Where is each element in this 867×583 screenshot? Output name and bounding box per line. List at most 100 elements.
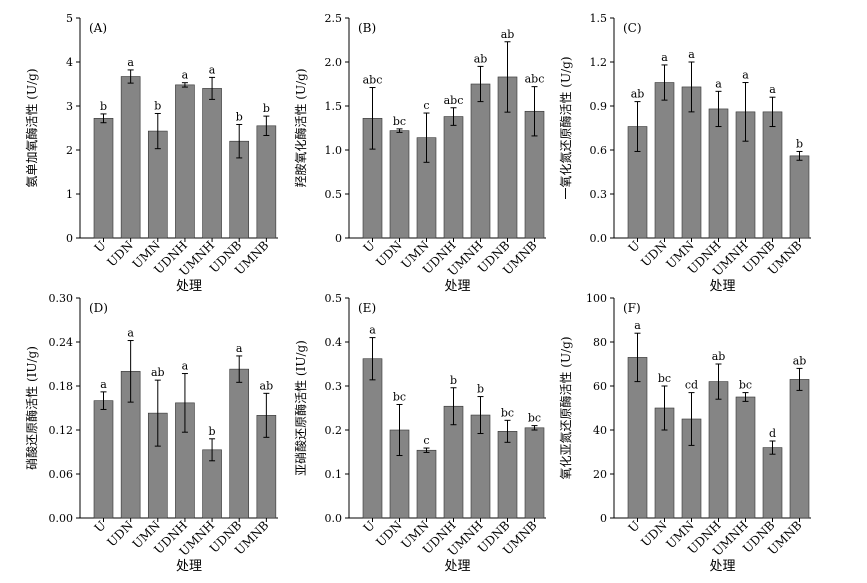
- y-tick-label: 0.4: [325, 336, 343, 349]
- x-tick-label: U: [361, 238, 378, 255]
- bar: [93, 118, 114, 239]
- y-tick-label: 0.18: [49, 380, 74, 393]
- x-axis-title: 处理: [444, 559, 470, 574]
- y-tick-label: 1.0: [325, 144, 343, 157]
- bar: [708, 381, 729, 519]
- x-tick-label: UDN: [104, 518, 135, 549]
- significance-letter: b: [100, 100, 107, 113]
- x-tick-label: UDN: [638, 238, 669, 269]
- x-tick-label: U: [361, 518, 378, 535]
- panel-label: (C): [623, 21, 642, 35]
- x-tick-label: UDN: [638, 518, 669, 549]
- panel-label: (E): [358, 301, 376, 315]
- bar: [175, 84, 195, 239]
- y-axis-title: 硝酸还原酶活性 (IU/g): [24, 346, 39, 470]
- y-tick-label: 2.0: [325, 56, 343, 69]
- panel-e: 0.00.10.20.30.40.5(E)亚硝酸还原酶活性 (IU/g)aUbc…: [293, 292, 546, 574]
- significance-letter: a: [127, 327, 134, 340]
- significance-letter: b: [796, 137, 803, 150]
- significance-letter: a: [209, 63, 216, 76]
- x-axis-title: 处理: [709, 559, 735, 574]
- y-tick-label: 1.2: [590, 56, 608, 69]
- y-tick-label: 1.5: [325, 100, 343, 113]
- significance-letter: a: [182, 69, 189, 82]
- x-axis-title: 处理: [176, 559, 202, 574]
- x-tick-label: U: [92, 518, 109, 535]
- y-tick-label: 2: [66, 144, 73, 157]
- bar: [762, 111, 783, 239]
- significance-letter: a: [688, 48, 695, 61]
- y-axis-title: 亚硝酸还原酶活性 (IU/g): [293, 340, 308, 476]
- y-tick-label: 0.0: [590, 232, 608, 245]
- x-axis-title: 处理: [176, 279, 202, 294]
- significance-letter: bc: [658, 372, 671, 385]
- bar: [416, 449, 437, 519]
- significance-letter: b: [154, 99, 161, 112]
- panel-c: 0.00.30.60.91.21.5(C)一氧化氮还原酶活性 (U/g) abUa…: [558, 12, 811, 294]
- significance-letter: ab: [712, 350, 726, 363]
- bar: [93, 400, 114, 519]
- y-tick-label: 0.6: [590, 144, 608, 157]
- significance-letter: d: [769, 427, 776, 440]
- panel-label: (B): [358, 21, 376, 35]
- y-tick-label: 2.5: [325, 12, 343, 25]
- y-tick-label: 0: [66, 232, 73, 245]
- significance-letter: a: [369, 324, 376, 337]
- significance-letter: a: [769, 83, 776, 96]
- significance-letter: bc: [393, 115, 406, 128]
- bar: [654, 82, 675, 239]
- bar: [256, 125, 277, 239]
- y-tick-label: 0.9: [590, 100, 608, 113]
- significance-letter: c: [423, 434, 429, 447]
- y-tick-label: 0.30: [49, 292, 74, 305]
- significance-letter: b: [236, 110, 243, 123]
- y-tick-label: 0: [335, 232, 342, 245]
- y-tick-label: 4: [66, 56, 73, 69]
- significance-letter: a: [236, 342, 243, 355]
- y-tick-label: 1.5: [590, 12, 608, 25]
- x-tick-label: UDN: [104, 238, 135, 269]
- y-axis-title: 氧化亚氮还原酶活性 (U/g): [558, 336, 573, 479]
- y-tick-label: 0: [600, 512, 607, 525]
- significance-letter: ab: [474, 52, 488, 65]
- bar: [470, 83, 491, 239]
- y-tick-label: 0.2: [325, 424, 343, 437]
- y-axis-title: 一氧化氮还原酶活性 (U/g): [558, 56, 573, 199]
- y-tick-label: 0.00: [49, 512, 74, 525]
- significance-letter: b: [477, 383, 484, 396]
- x-tick-label: U: [626, 518, 643, 535]
- significance-letter: b: [263, 102, 270, 115]
- significance-letter: bc: [501, 406, 514, 419]
- significance-letter: b: [209, 425, 216, 438]
- y-tick-label: 80: [593, 336, 607, 349]
- y-axis-title: 氨单加氧酶活性 (U/g): [24, 68, 39, 187]
- significance-letter: ab: [501, 28, 515, 41]
- y-tick-label: 0.24: [49, 336, 74, 349]
- significance-letter: abc: [363, 74, 383, 87]
- y-axis-title: 羟胺氧化酶活性 (U/g): [293, 68, 308, 187]
- bar: [202, 88, 222, 239]
- y-tick-label: 0.3: [325, 380, 343, 393]
- y-tick-label: 0.0: [325, 512, 343, 525]
- x-tick-label: UDN: [373, 518, 404, 549]
- significance-letter: ab: [631, 88, 645, 101]
- significance-letter: bc: [393, 390, 406, 403]
- bar: [229, 368, 250, 519]
- panel-label: (D): [89, 301, 108, 315]
- significance-letter: a: [182, 360, 189, 373]
- significance-letter: a: [661, 51, 668, 64]
- significance-letter: abc: [525, 73, 545, 86]
- significance-letter: a: [634, 319, 641, 332]
- significance-letter: a: [100, 378, 107, 391]
- significance-letter: ab: [793, 354, 807, 367]
- significance-letter: ab: [151, 366, 165, 379]
- x-tick-label: UDN: [373, 238, 404, 269]
- y-tick-label: 0.3: [590, 188, 608, 201]
- panel-b: 00.51.01.52.02.5(B)羟胺氧化酶活性 (U/g) abcUbcUD…: [293, 12, 546, 294]
- significance-letter: b: [450, 374, 457, 387]
- significance-letter: bc: [528, 412, 541, 425]
- x-axis-title: 处理: [709, 279, 735, 294]
- y-tick-label: 100: [586, 292, 607, 305]
- bar: [497, 431, 518, 519]
- significance-letter: c: [423, 99, 429, 112]
